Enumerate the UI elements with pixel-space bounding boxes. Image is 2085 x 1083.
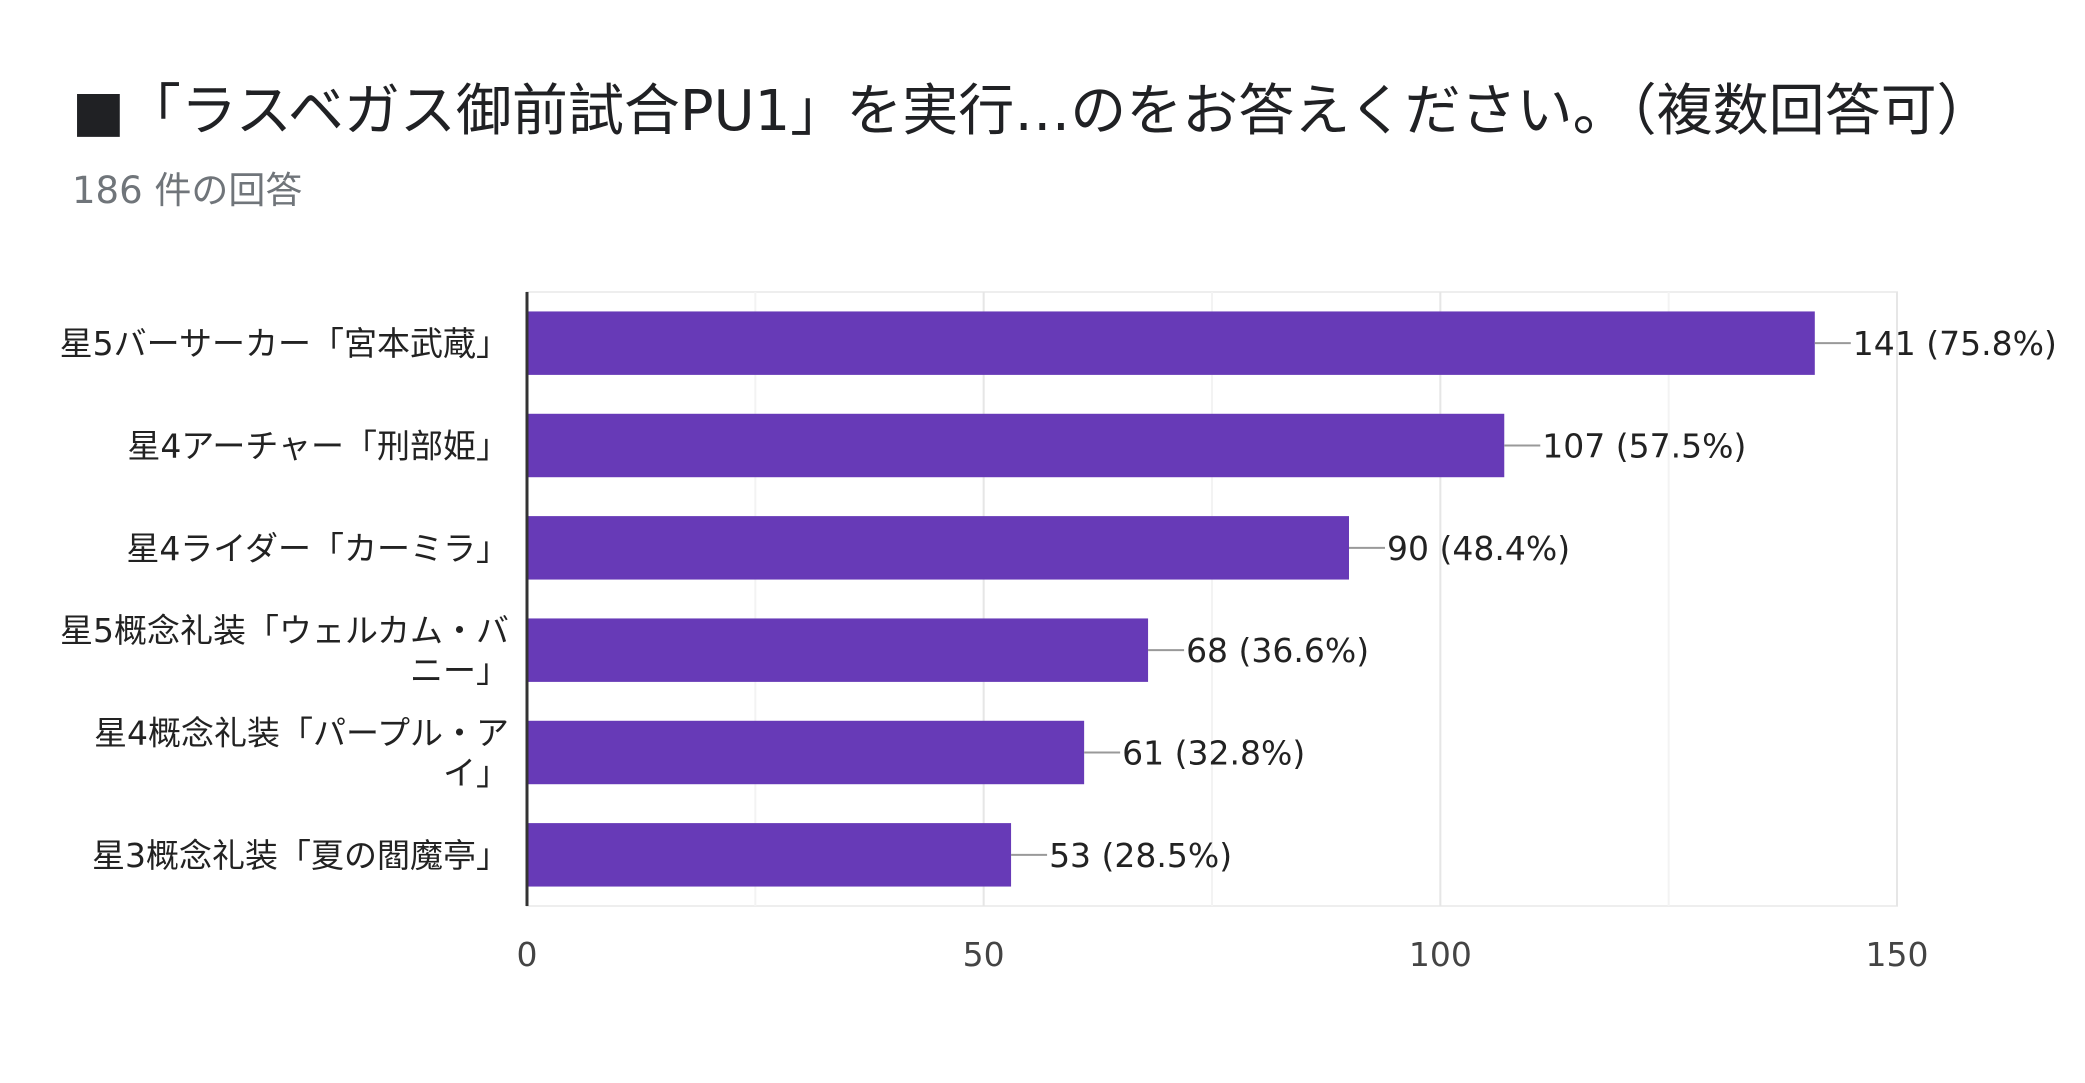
bar (527, 311, 1815, 375)
bar (527, 720, 1085, 785)
bars (527, 311, 1815, 887)
category-label: ニー」 (410, 651, 509, 690)
bar (527, 618, 1149, 682)
data-label: 53 (28.5%) (1049, 836, 1232, 875)
category-label: イ」 (443, 754, 509, 793)
bar (527, 823, 1012, 887)
x-tick-label: 150 (1866, 935, 1929, 974)
category-label: 星3概念礼装「夏の閻魔亭」 (92, 836, 509, 875)
response-count: 186 件の回答 (72, 169, 303, 212)
chart-title: ■「ラスベガス御前試合PU1」を実行…のをお答えください。（複数回答可） (72, 79, 1993, 144)
x-tick-label: 0 (517, 935, 538, 974)
data-label: 90 (48.4%) (1387, 529, 1570, 568)
category-label: 星5バーサーカー「宮本武蔵」 (60, 324, 509, 363)
data-label: 68 (36.6%) (1186, 631, 1369, 670)
category-label: 星4ライダー「カーミラ」 (126, 529, 509, 568)
bar (527, 413, 1505, 478)
labels: 141 (75.8%) 星5バーサーカー「宮本武蔵」 107 (57.5%) 星4アー… (60, 324, 2057, 875)
category-label: 星4アーチャー「刑部姫」 (127, 427, 509, 466)
data-label: 141 (75.8%) (1853, 324, 2057, 363)
x-tick-label: 100 (1409, 935, 1472, 974)
data-label: 61 (32.8%) (1122, 734, 1305, 773)
x-tick-label: 50 (963, 935, 1005, 974)
category-label: 星5概念礼装「ウェルカム・バ (60, 611, 509, 650)
grid-lines (526, 291, 1898, 907)
data-label: 107 (57.5%) (1542, 427, 1746, 466)
bar (527, 516, 1349, 580)
category-label: 星4概念礼装「パープル・ア (94, 714, 509, 753)
axes: 0 50 100 150 (517, 292, 1929, 974)
